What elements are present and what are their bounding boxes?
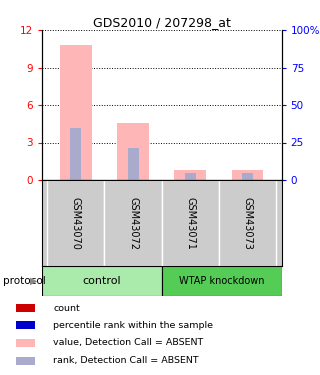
Text: protocol: protocol bbox=[3, 276, 46, 286]
Bar bbox=[16, 357, 35, 365]
Bar bbox=[219, 180, 276, 266]
Bar bbox=[162, 180, 219, 266]
Text: GSM43072: GSM43072 bbox=[128, 196, 138, 250]
Bar bbox=[42, 266, 162, 296]
Bar bbox=[47, 180, 104, 266]
Bar bbox=[232, 170, 263, 180]
Bar bbox=[128, 147, 139, 180]
Bar bbox=[70, 128, 81, 180]
Text: count: count bbox=[53, 304, 80, 313]
Text: percentile rank within the sample: percentile rank within the sample bbox=[53, 321, 213, 330]
Text: GSM43070: GSM43070 bbox=[71, 196, 81, 250]
Text: control: control bbox=[82, 276, 121, 286]
Text: rank, Detection Call = ABSENT: rank, Detection Call = ABSENT bbox=[53, 356, 199, 365]
Title: GDS2010 / 207298_at: GDS2010 / 207298_at bbox=[93, 16, 230, 29]
Bar bbox=[242, 173, 253, 180]
Bar bbox=[174, 170, 206, 180]
Bar bbox=[162, 266, 282, 296]
Text: value, Detection Call = ABSENT: value, Detection Call = ABSENT bbox=[53, 338, 204, 347]
Text: WTAP knockdown: WTAP knockdown bbox=[179, 276, 264, 286]
Bar bbox=[16, 304, 35, 312]
Bar bbox=[117, 123, 149, 180]
Bar bbox=[104, 180, 162, 266]
Text: GSM43071: GSM43071 bbox=[185, 196, 195, 250]
Bar bbox=[16, 339, 35, 346]
Bar bbox=[60, 45, 92, 180]
Bar bbox=[16, 321, 35, 329]
Bar bbox=[185, 173, 196, 180]
Text: GSM43073: GSM43073 bbox=[242, 196, 252, 250]
Text: ▶: ▶ bbox=[30, 276, 38, 286]
